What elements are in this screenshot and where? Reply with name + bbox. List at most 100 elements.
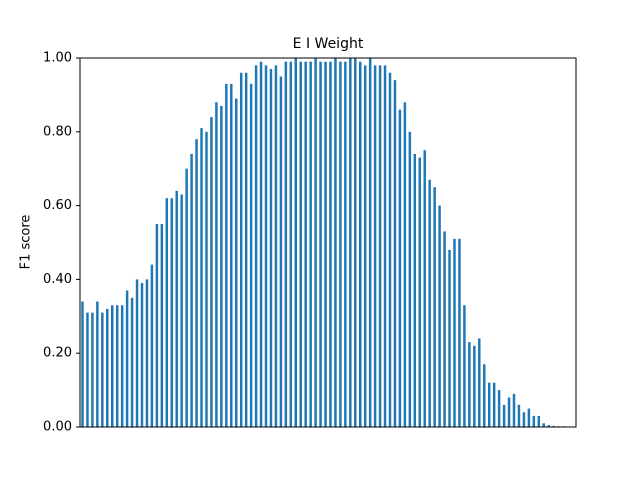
bar <box>86 312 89 427</box>
bar <box>170 198 173 427</box>
bar <box>368 58 372 427</box>
bar <box>443 231 446 427</box>
bar <box>155 224 159 427</box>
bar <box>135 279 139 427</box>
bar <box>354 58 357 427</box>
bar <box>497 390 501 427</box>
y-tick-label: 0.60 <box>43 198 72 213</box>
y-tick-label: 1.00 <box>43 51 72 66</box>
bar <box>483 364 486 427</box>
bar <box>235 98 238 427</box>
bar <box>254 65 258 427</box>
bar <box>101 312 104 427</box>
bar <box>249 83 253 427</box>
bar <box>111 305 114 427</box>
bar <box>145 279 149 427</box>
bar <box>225 83 228 427</box>
bar <box>532 415 536 427</box>
bar <box>264 65 268 427</box>
bar <box>413 153 417 427</box>
bar <box>448 249 451 427</box>
bar <box>378 65 382 427</box>
bar <box>547 425 550 427</box>
bar <box>403 102 407 427</box>
bar <box>185 168 188 427</box>
bar <box>115 305 119 427</box>
bar <box>542 423 545 427</box>
bar <box>527 408 531 427</box>
bar <box>463 305 466 427</box>
bar <box>324 61 327 427</box>
bar <box>522 412 526 427</box>
bar <box>205 131 208 428</box>
y-tick-label: 0.20 <box>43 346 72 361</box>
bar <box>200 128 203 428</box>
chart-title: E I Weight <box>293 36 364 52</box>
bar <box>458 238 461 427</box>
bar <box>359 61 362 427</box>
bar <box>160 224 164 427</box>
bar <box>373 65 377 427</box>
bar <box>150 264 154 427</box>
bar <box>274 65 278 427</box>
bar <box>81 301 84 427</box>
bar <box>96 301 99 427</box>
y-axis-label: F1 score <box>19 215 34 270</box>
y-tick-label: 0.00 <box>43 420 72 435</box>
bar <box>215 102 218 427</box>
bar <box>244 72 248 427</box>
bar <box>106 308 109 427</box>
bar <box>195 139 198 427</box>
y-tick-label: 0.40 <box>43 272 72 287</box>
bar <box>478 338 481 427</box>
bar <box>220 105 223 427</box>
bar <box>130 297 134 427</box>
bar <box>239 72 243 427</box>
bar <box>319 61 322 427</box>
bar <box>468 342 471 427</box>
bar <box>552 425 555 427</box>
bar <box>339 61 342 427</box>
bar <box>433 187 436 427</box>
bar <box>304 61 307 427</box>
bar <box>502 404 506 427</box>
bar <box>289 61 293 427</box>
bar <box>190 153 193 427</box>
bar <box>393 80 397 427</box>
bar <box>230 83 233 427</box>
bar <box>428 179 431 427</box>
y-tick-label: 0.80 <box>43 124 72 139</box>
bar <box>140 283 144 427</box>
bar <box>507 397 511 427</box>
bar <box>120 305 124 427</box>
bar <box>408 131 412 428</box>
bar <box>294 58 297 427</box>
bar <box>487 382 491 427</box>
bar <box>344 61 347 427</box>
bar <box>299 61 302 427</box>
bar <box>349 58 352 427</box>
bar <box>314 58 317 427</box>
bar <box>125 290 129 427</box>
bar <box>334 58 337 427</box>
bar <box>175 190 178 427</box>
bar <box>418 157 421 427</box>
bar <box>517 404 521 427</box>
bar <box>91 312 94 427</box>
bar <box>423 150 426 427</box>
bar <box>259 61 263 427</box>
bar <box>512 393 516 427</box>
bar <box>453 238 456 427</box>
bar <box>383 65 387 427</box>
bar <box>284 61 288 427</box>
bar <box>165 198 169 427</box>
bar <box>537 415 541 427</box>
bar <box>473 345 476 427</box>
bar <box>398 109 402 427</box>
plot-frame <box>79 57 577 428</box>
bar <box>363 65 367 427</box>
bar <box>210 117 213 427</box>
bar <box>438 205 441 427</box>
bar <box>269 69 273 427</box>
